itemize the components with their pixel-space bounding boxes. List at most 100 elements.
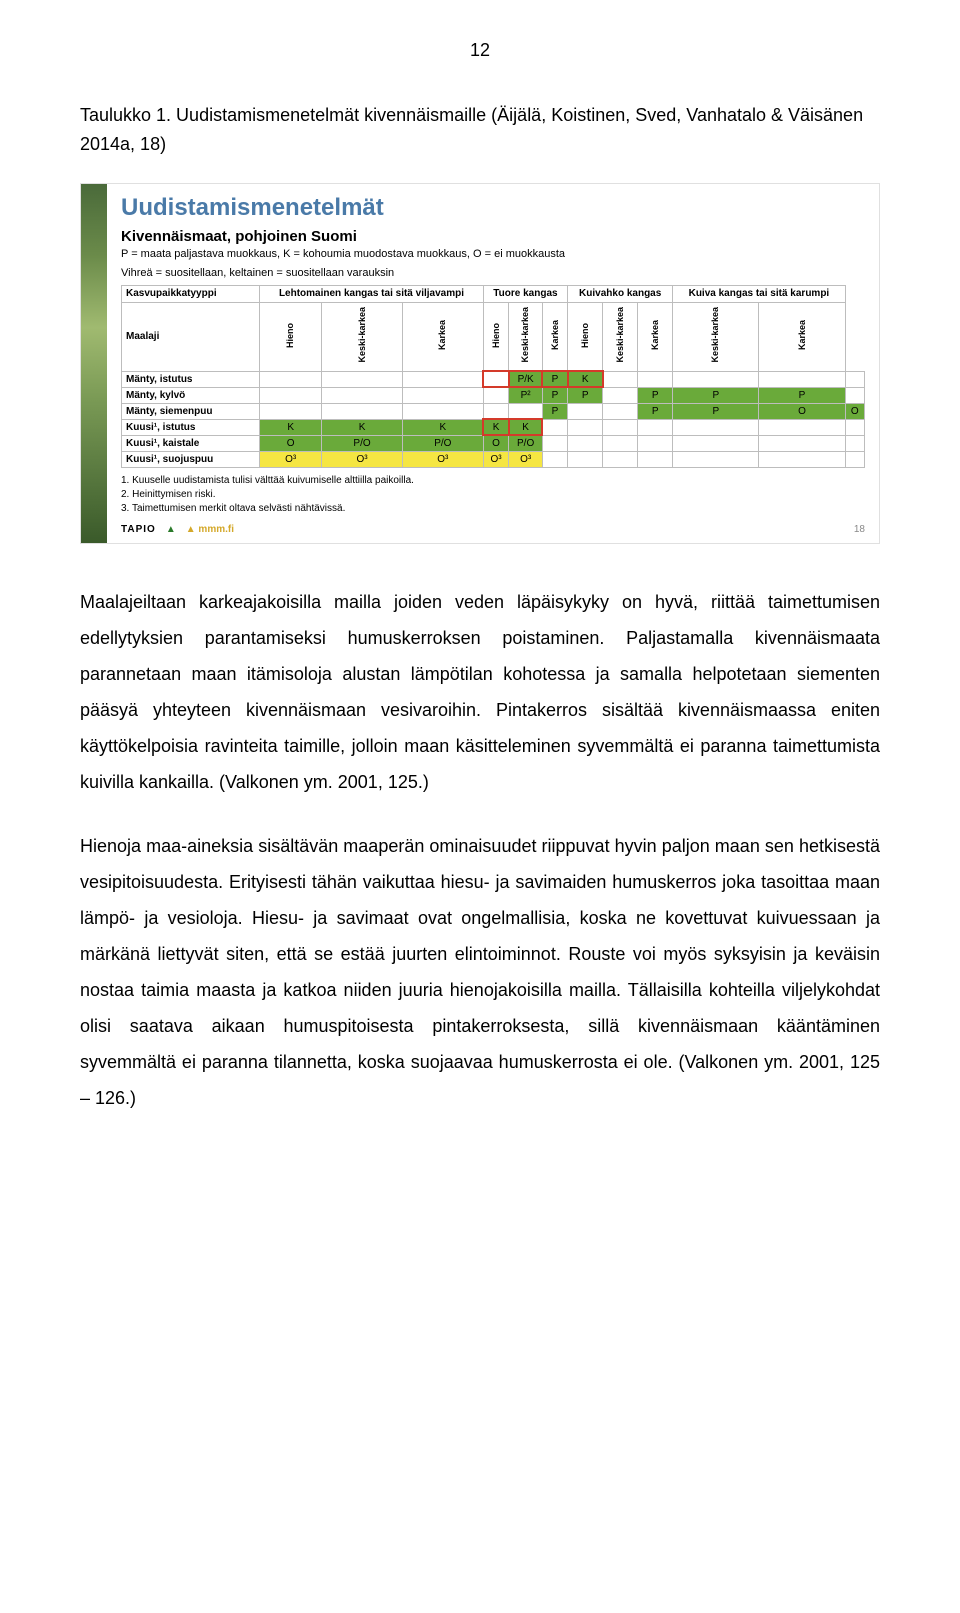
table-cell: P: [542, 387, 567, 403]
side-photo-strip: [81, 184, 107, 543]
table-cell: [603, 451, 638, 467]
table-cell: K: [260, 419, 322, 435]
th-group4: Kuiva kangas tai sitä karumpi: [673, 286, 845, 303]
table-cell: K: [509, 419, 542, 435]
footnote: 1. Kuuselle uudistamista tulisi välttää …: [121, 474, 865, 488]
table-cell: [638, 371, 673, 387]
table-cell: [260, 371, 322, 387]
th-group3: Kuivahko kangas: [568, 286, 673, 303]
chart-footer: TAPIO ▲ ▲ mmm.fi 18: [121, 524, 865, 535]
methods-table: Kasvupaikkatyyppi Lehtomainen kangas tai…: [121, 285, 865, 468]
table-cell: K: [322, 419, 403, 435]
th-sub: Keski-karkea: [673, 303, 759, 372]
table-cell: P: [638, 403, 673, 419]
table-cell: [603, 403, 638, 419]
table-cell: O³: [322, 451, 403, 467]
table-cell: [845, 451, 864, 467]
table-row: Kuusi¹, suojuspuuO³O³O³O³O³: [122, 451, 865, 467]
table-cell: O: [260, 435, 322, 451]
table-cell: P/O: [402, 435, 483, 451]
table-caption: Taulukko 1. Uudistamismenetelmät kivennä…: [80, 101, 880, 159]
table-cell: K: [402, 419, 483, 435]
chart-legend-line2: Vihreä = suositellaan, keltainen = suosi…: [121, 266, 865, 281]
table-row: Kuusi¹, istutusKKKKK: [122, 419, 865, 435]
th-kasvupaikka: Kasvupaikkatyyppi: [122, 286, 260, 303]
table-cell: O³: [509, 451, 542, 467]
page-number: 12: [80, 40, 880, 61]
table-cell: P: [638, 387, 673, 403]
table-cell: O³: [260, 451, 322, 467]
table-cell: [260, 387, 322, 403]
table-row: Mänty, kylvöP²PPPPP: [122, 387, 865, 403]
th-sub: Hieno: [483, 303, 509, 372]
logo-mmm: ▲ mmm.fi: [186, 524, 234, 535]
footnote: 2. Heinittymisen riski.: [121, 488, 865, 502]
table-footnotes: 1. Kuuselle uudistamista tulisi välttää …: [121, 474, 865, 516]
table-cell: O: [845, 403, 864, 419]
table-cell: O³: [402, 451, 483, 467]
table-cell: [568, 451, 603, 467]
table-cell: [845, 419, 864, 435]
th-sub: Keski-karkea: [322, 303, 403, 372]
table-cell: [483, 403, 509, 419]
table-cell: K: [483, 419, 509, 435]
table-cell: O³: [483, 451, 509, 467]
table-cell: K: [568, 371, 603, 387]
th-sub: Keski-karkea: [603, 303, 638, 372]
table-cell: [638, 435, 673, 451]
th-maalaji: Maalaji: [122, 303, 260, 372]
th-sub: Hieno: [568, 303, 603, 372]
table-row: Mänty, istutus P/KPK: [122, 371, 865, 387]
table-cell: [638, 419, 673, 435]
table-cell: P/O: [509, 435, 542, 451]
table-cell: [673, 371, 759, 387]
table-cell: O: [759, 403, 845, 419]
table-cell: P/K: [509, 371, 542, 387]
th-group2: Tuore kangas: [483, 286, 567, 303]
table-cell: [542, 435, 567, 451]
table-cell: P: [542, 371, 567, 387]
row-label: Mänty, istutus: [122, 371, 260, 387]
table-cell: [673, 435, 759, 451]
table-cell: O: [483, 435, 509, 451]
th-sub: Karkea: [542, 303, 567, 372]
table-cell: P: [759, 387, 845, 403]
table-cell: [322, 371, 403, 387]
table-cell: [542, 451, 567, 467]
row-label: Mänty, siemenpuu: [122, 403, 260, 419]
table-row: Kuusi¹, kaistaleOP/OP/OOP/O: [122, 435, 865, 451]
table-cell: [483, 371, 509, 387]
table-cell: P: [673, 403, 759, 419]
logo-tapio: TAPIO: [121, 524, 156, 535]
chart-subtitle: Kivennäismaat, pohjoinen Suomi: [121, 228, 865, 245]
table-cell: [603, 419, 638, 435]
table-cell: [542, 419, 567, 435]
chart-container: Uudistamismenetelmät Kivennäismaat, pohj…: [80, 183, 880, 544]
th-sub: Keski-karkea: [509, 303, 542, 372]
table-cell: [759, 435, 845, 451]
table-cell: [402, 371, 483, 387]
table-cell: [260, 403, 322, 419]
th-group1: Lehtomainen kangas tai sitä viljavampi: [260, 286, 484, 303]
row-label: Kuusi¹, suojuspuu: [122, 451, 260, 467]
table-cell: P: [542, 403, 567, 419]
table-cell: [845, 387, 864, 403]
table-cell: [568, 403, 603, 419]
table-cell: P: [568, 387, 603, 403]
table-cell: [483, 387, 509, 403]
table-cell: [568, 419, 603, 435]
table-cell: P/O: [322, 435, 403, 451]
table-cell: [322, 387, 403, 403]
table-cell: [402, 387, 483, 403]
table-row: Mänty, siemenpuuPPPOO: [122, 403, 865, 419]
table-cell: [322, 403, 403, 419]
table-cell: [673, 419, 759, 435]
table-cell: [603, 371, 638, 387]
footnote: 3. Taimettumisen merkit oltava selvästi …: [121, 502, 865, 516]
body-paragraph-2: Hienoja maa-aineksia sisältävän maaperän…: [80, 828, 880, 1116]
table-cell: [759, 451, 845, 467]
table-cell: [845, 435, 864, 451]
table-cell: [509, 403, 542, 419]
table-cell: [845, 371, 864, 387]
th-sub: Karkea: [759, 303, 845, 372]
